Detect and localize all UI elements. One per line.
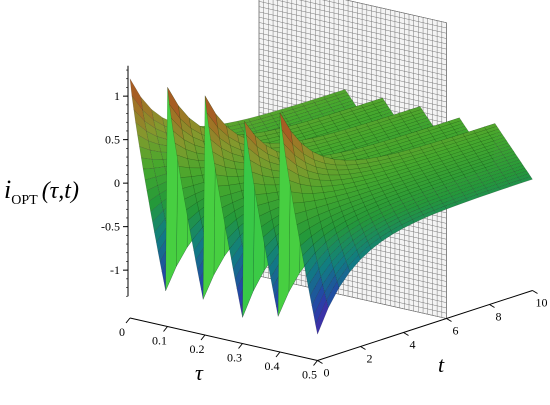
z-axis-label: iOPT (τ,t) bbox=[4, 175, 79, 208]
surface-patch bbox=[178, 166, 192, 178]
t-tick-mark bbox=[489, 304, 495, 308]
surface-patch bbox=[335, 164, 349, 171]
tau-tick-label: 0.5 bbox=[302, 368, 317, 382]
t-tick-label: 0 bbox=[324, 366, 330, 380]
surface-patch bbox=[328, 174, 342, 181]
surface-patch bbox=[291, 191, 305, 204]
tau-tick-label: 0.4 bbox=[265, 359, 280, 373]
surface-patch bbox=[444, 201, 458, 210]
z-ticks: -1 -0.5 0 0.5 1 bbox=[101, 69, 128, 297]
tau-ticks: 0 0.1 0.2 0.3 0.4 0.5 bbox=[119, 317, 318, 382]
cut-plane-line bbox=[258, 22, 447, 66]
cut-plane-line bbox=[345, 0, 447, 23]
cut-plane-line bbox=[258, 59, 447, 103]
surface-patch bbox=[519, 176, 533, 184]
surface-patch bbox=[310, 185, 324, 194]
cut-plane-line bbox=[258, 38, 447, 82]
cut-plane-line bbox=[258, 1, 447, 45]
surface-patch bbox=[369, 237, 383, 250]
surface-patch bbox=[401, 219, 415, 229]
cut-plane-line bbox=[258, 53, 447, 97]
tau-tick-mark bbox=[125, 317, 131, 324]
t-axis-line bbox=[317, 290, 533, 361]
cut-plane-line bbox=[298, 0, 447, 34]
t-tick-label: 8 bbox=[496, 310, 502, 324]
t-axis-label: t bbox=[438, 352, 445, 377]
surface-mesh bbox=[129, 78, 533, 335]
surface-patch bbox=[433, 205, 447, 214]
surface-patch bbox=[216, 174, 230, 187]
tau-tick-mark bbox=[238, 343, 243, 349]
z-tick-label: 1 bbox=[114, 89, 120, 103]
surface-patch bbox=[476, 190, 490, 198]
cut-plane-line bbox=[258, 11, 447, 55]
z-tick-label: 0.5 bbox=[105, 133, 120, 147]
cut-plane-line bbox=[258, 27, 447, 71]
tau-tick-mark bbox=[313, 360, 318, 366]
surface-patch bbox=[315, 299, 329, 335]
tau-tick-label: 0.3 bbox=[227, 351, 242, 365]
surface-patch bbox=[326, 169, 340, 176]
surface-patch bbox=[253, 183, 267, 195]
tau-tick-mark bbox=[200, 334, 206, 341]
cut-plane-line bbox=[258, 69, 447, 113]
z-tick-label: 0 bbox=[114, 176, 120, 190]
axes bbox=[127, 65, 533, 361]
t-tick-label: 10 bbox=[536, 296, 548, 310]
cut-plane-line bbox=[258, 64, 447, 108]
cut-plane-line bbox=[258, 48, 447, 92]
tau-tick-label: 0 bbox=[119, 325, 125, 339]
cut-plane-line bbox=[258, 16, 447, 60]
surface-patch bbox=[508, 179, 523, 187]
tau-tick-label: 0.2 bbox=[190, 342, 205, 356]
surface-patch bbox=[319, 179, 333, 187]
t-tick-label: 6 bbox=[453, 324, 459, 338]
tau-axis-label: τ bbox=[195, 360, 204, 385]
surface-patch bbox=[344, 159, 358, 166]
tau-axis-line bbox=[129, 317, 318, 361]
t-tick-mark bbox=[532, 290, 538, 294]
cut-plane-line bbox=[258, 6, 447, 50]
t-tick-label: 4 bbox=[410, 338, 416, 352]
surface-patch bbox=[455, 198, 469, 206]
t-tick-mark bbox=[446, 318, 452, 322]
tau-tick-label: 0.1 bbox=[152, 334, 167, 348]
cut-plane-line bbox=[258, 43, 447, 87]
z-tick-label: -1 bbox=[110, 263, 120, 277]
t-ticks: 0 2 4 6 8 10 bbox=[317, 290, 548, 380]
tau-tick-mark bbox=[163, 326, 168, 332]
tau-tick-mark bbox=[275, 351, 281, 358]
t-tick-mark bbox=[403, 332, 409, 336]
cut-plane-line bbox=[275, 0, 447, 39]
surface-patch bbox=[141, 157, 155, 170]
cut-plane-line bbox=[258, 32, 447, 76]
z-tick-label: -0.5 bbox=[101, 220, 120, 234]
t-tick-label: 2 bbox=[367, 352, 373, 366]
cut-plane-line bbox=[321, 0, 447, 29]
t-tick-mark bbox=[360, 346, 366, 350]
t-tick-mark bbox=[317, 360, 323, 364]
